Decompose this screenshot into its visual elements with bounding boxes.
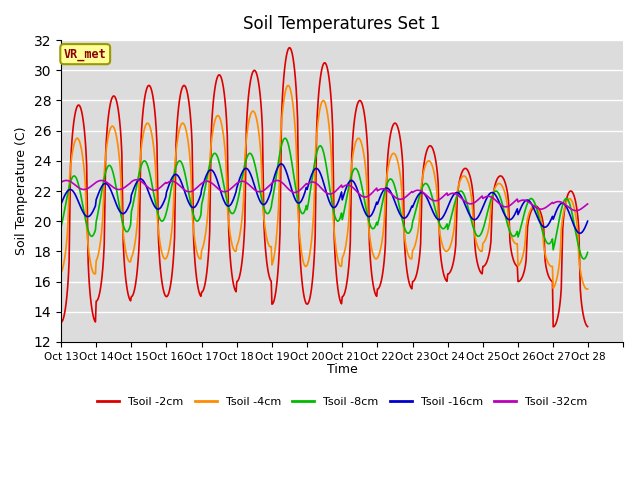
Tsoil -16cm bbox=[202, 173, 210, 179]
Tsoil -2cm bbox=[404, 276, 412, 281]
Tsoil -4cm bbox=[174, 132, 182, 138]
Tsoil -8cm bbox=[580, 256, 588, 262]
Tsoil -32cm bbox=[67, 179, 74, 185]
Tsoil -8cm bbox=[67, 179, 74, 185]
Line: Tsoil -2cm: Tsoil -2cm bbox=[61, 48, 588, 327]
Tsoil -2cm bbox=[584, 324, 591, 329]
Tsoil -2cm bbox=[67, 163, 74, 168]
Tsoil -4cm bbox=[584, 286, 591, 292]
Text: VR_met: VR_met bbox=[64, 48, 107, 60]
Tsoil -8cm bbox=[584, 250, 591, 255]
Tsoil -8cm bbox=[282, 135, 289, 141]
Tsoil -32cm bbox=[121, 184, 129, 190]
Tsoil -16cm bbox=[577, 230, 584, 236]
Tsoil -32cm bbox=[389, 192, 397, 198]
Tsoil -16cm bbox=[404, 212, 412, 217]
Tsoil -16cm bbox=[67, 187, 74, 192]
Tsoil -8cm bbox=[202, 180, 210, 186]
Tsoil -32cm bbox=[57, 180, 65, 185]
Line: Tsoil -16cm: Tsoil -16cm bbox=[61, 164, 588, 233]
Tsoil -16cm bbox=[278, 161, 285, 167]
Tsoil -4cm bbox=[67, 164, 74, 170]
Y-axis label: Soil Temperature (C): Soil Temperature (C) bbox=[15, 127, 28, 255]
Tsoil -32cm bbox=[404, 192, 412, 198]
Tsoil -8cm bbox=[57, 224, 65, 230]
Tsoil -32cm bbox=[584, 201, 591, 207]
Tsoil -4cm bbox=[121, 242, 129, 248]
Tsoil -2cm bbox=[389, 123, 397, 129]
Tsoil -4cm bbox=[389, 151, 397, 156]
Tsoil -2cm bbox=[174, 108, 182, 114]
Tsoil -32cm bbox=[132, 177, 140, 182]
Line: Tsoil -4cm: Tsoil -4cm bbox=[61, 85, 588, 289]
Legend: Tsoil -2cm, Tsoil -4cm, Tsoil -8cm, Tsoil -16cm, Tsoil -32cm: Tsoil -2cm, Tsoil -4cm, Tsoil -8cm, Tsoi… bbox=[93, 393, 592, 412]
Tsoil -4cm bbox=[404, 252, 412, 258]
Tsoil -8cm bbox=[174, 159, 182, 165]
Tsoil -2cm bbox=[121, 265, 129, 271]
Tsoil -2cm bbox=[285, 45, 293, 50]
X-axis label: Time: Time bbox=[327, 363, 358, 376]
Line: Tsoil -8cm: Tsoil -8cm bbox=[61, 138, 588, 259]
Tsoil -16cm bbox=[584, 218, 591, 224]
Tsoil -2cm bbox=[202, 275, 210, 281]
Tsoil -32cm bbox=[203, 179, 211, 184]
Tsoil -16cm bbox=[57, 201, 65, 207]
Tsoil -16cm bbox=[121, 210, 129, 216]
Tsoil -4cm bbox=[284, 83, 292, 88]
Tsoil -32cm bbox=[175, 182, 183, 188]
Tsoil -2cm bbox=[57, 319, 65, 325]
Tsoil -16cm bbox=[389, 193, 397, 199]
Tsoil -4cm bbox=[583, 286, 591, 292]
Tsoil -32cm bbox=[572, 208, 580, 214]
Tsoil -16cm bbox=[174, 173, 182, 179]
Tsoil -8cm bbox=[121, 227, 129, 232]
Tsoil -4cm bbox=[57, 270, 65, 276]
Tsoil -4cm bbox=[202, 228, 210, 233]
Tsoil -2cm bbox=[549, 324, 557, 330]
Tsoil -8cm bbox=[389, 178, 397, 184]
Title: Soil Temperatures Set 1: Soil Temperatures Set 1 bbox=[243, 15, 441, 33]
Line: Tsoil -32cm: Tsoil -32cm bbox=[61, 180, 588, 211]
Tsoil -8cm bbox=[404, 230, 412, 236]
